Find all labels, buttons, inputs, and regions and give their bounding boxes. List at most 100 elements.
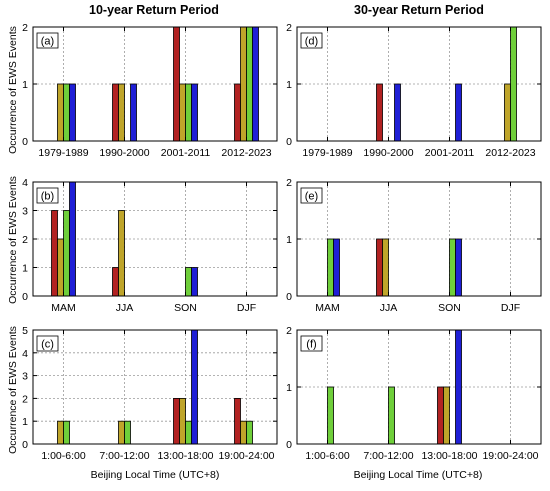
bar [455, 329, 462, 445]
bar [185, 267, 192, 297]
bar [437, 386, 444, 445]
bar [443, 386, 450, 445]
bar [510, 26, 517, 142]
bar [252, 26, 259, 142]
x-tick-label: 1990-2000 [363, 147, 413, 159]
panel-e: 0 1 2 MAM JJA SON DJF (e) [286, 177, 542, 314]
x-tick-label: SON [174, 302, 197, 314]
bar [246, 420, 253, 445]
ylabel-top: Occurrence of EWS Events [7, 26, 19, 154]
x-tick-label: 13:00-18:00 [421, 450, 477, 462]
bar [173, 397, 180, 445]
y-tick-label: 1 [286, 234, 292, 246]
bar [112, 83, 119, 142]
bar [118, 210, 125, 297]
bar [63, 210, 70, 297]
panel-label-box [300, 32, 323, 49]
x-tick-label: DJF [501, 302, 520, 314]
bar [112, 267, 119, 297]
bar [118, 83, 125, 142]
x-tick-label: 2001-2011 [161, 147, 211, 159]
x-tick-label: 2012-2023 [221, 147, 271, 159]
bar [173, 26, 180, 142]
y-tick-label: 1 [22, 79, 28, 91]
bar [388, 386, 395, 445]
panel-label-box [300, 335, 323, 352]
bar [191, 83, 198, 142]
x-tick-label: 1979-1989 [302, 147, 352, 159]
bar [333, 238, 340, 297]
y-tick-label: 0 [22, 439, 28, 451]
bar [327, 386, 334, 445]
xlabel-left: Beijing Local Time (UTC+8) [91, 469, 220, 481]
bar [240, 420, 247, 445]
panel-label-box [36, 335, 59, 352]
panel-label: (a) [41, 36, 54, 48]
col-title-left: 10-year Return Period [89, 3, 219, 17]
y-tick-label: 2 [286, 177, 292, 189]
y-tick-label: 5 [22, 325, 28, 337]
y-tick-label: 2 [22, 393, 28, 405]
y-tick-label: 2 [22, 234, 28, 246]
x-tick-label: 19:00-24:00 [218, 450, 274, 462]
xlabel-right: Beijing Local Time (UTC+8) [354, 469, 483, 481]
bar [382, 238, 389, 297]
x-tick-label: JJA [116, 302, 134, 314]
y-tick-label: 3 [22, 371, 28, 383]
bar [191, 329, 198, 445]
bar [455, 83, 462, 142]
x-tick-label: 1990-2000 [99, 147, 149, 159]
x-tick-label: SON [438, 302, 461, 314]
y-tick-label: 1 [22, 416, 28, 428]
bar [191, 267, 198, 297]
bar [240, 26, 247, 142]
y-tick-label: 4 [22, 177, 28, 189]
bar [57, 420, 64, 445]
bar [57, 83, 64, 142]
panel-label-box [36, 32, 59, 49]
bar [69, 181, 76, 297]
panels: 0 1 2 1979-1989 1990-2000 2001-2011 2012-2023 (… [22, 22, 542, 462]
panel-label: (d) [305, 36, 318, 48]
bar [130, 83, 137, 142]
panel-f: 0 1 2 1:00-6:00 7:00-12:00 13:00-18:00 19:00-2… [286, 325, 542, 462]
x-tick-label: MAM [315, 302, 340, 314]
col-title-right: 30-year Return Period [354, 3, 484, 17]
bar [376, 238, 383, 297]
y-tick-label: 2 [286, 325, 292, 337]
bar [234, 397, 241, 445]
x-tick-label: 1:00-6:00 [41, 450, 86, 462]
x-tick-label: 13:00-18:00 [157, 450, 213, 462]
bar [63, 420, 70, 445]
y-tick-label: 4 [22, 348, 28, 360]
bar [394, 83, 401, 142]
panel-b: 0 1 2 3 4 MAM JJA SON DJF (b) [22, 177, 278, 314]
ylabel-middle: Occurrence of EWS Events [7, 176, 19, 304]
panel-label: (c) [41, 339, 54, 351]
bar [51, 210, 58, 297]
bar [376, 83, 383, 142]
panel-label: (e) [305, 191, 318, 203]
panel-label: (b) [41, 191, 54, 203]
x-tick-label: DJF [237, 302, 256, 314]
y-tick-label: 1 [286, 382, 292, 394]
bar [246, 26, 253, 142]
bar [234, 83, 241, 142]
panel-label-box [36, 187, 59, 204]
y-tick-label: 2 [22, 22, 28, 34]
y-tick-label: 3 [22, 206, 28, 218]
x-tick-label: 19:00-24:00 [482, 450, 538, 462]
y-tick-label: 0 [22, 291, 28, 303]
bar [118, 420, 125, 445]
panel-label-box [300, 187, 323, 204]
bar [69, 83, 76, 142]
y-tick-label: 1 [22, 263, 28, 275]
panel-label: (f) [306, 339, 316, 351]
x-tick-label: JJA [380, 302, 398, 314]
bar [449, 238, 456, 297]
bar [185, 420, 192, 445]
panel-a: 0 1 2 1979-1989 1990-2000 2001-2011 2012-2023 (… [22, 22, 278, 159]
y-tick-label: 0 [22, 136, 28, 148]
bar [455, 238, 462, 297]
